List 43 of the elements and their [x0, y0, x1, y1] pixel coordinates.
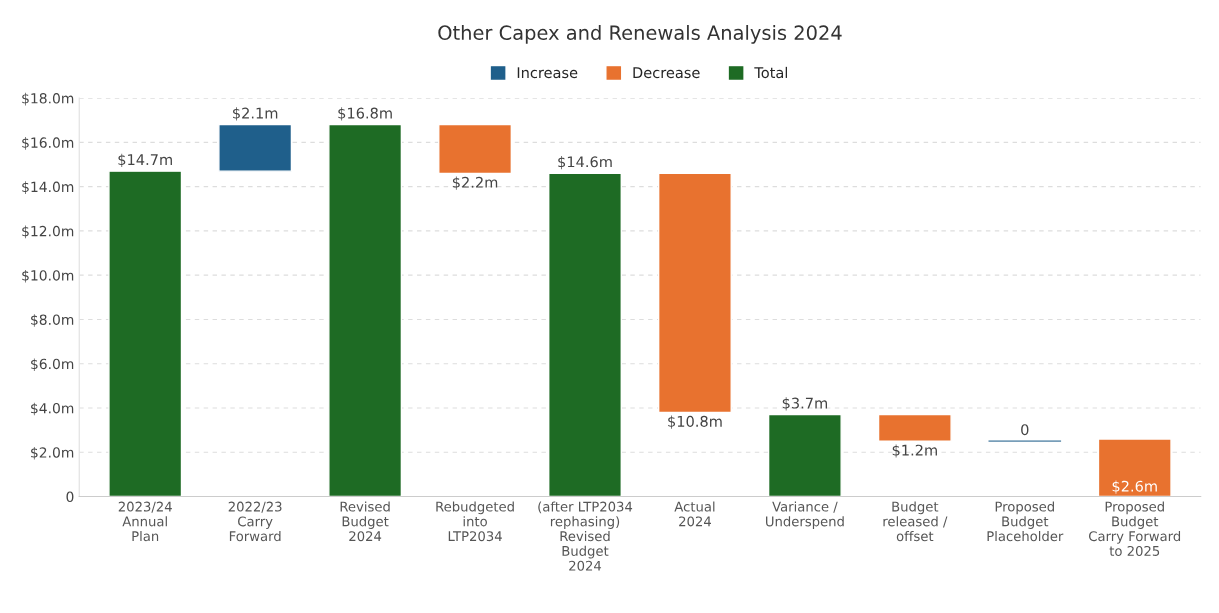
x-tick-label: Proposed Budget Carry Forward to 2025 — [1089, 501, 1181, 556]
bar — [438, 123, 513, 175]
data-label: $14.7m — [118, 153, 172, 168]
x-tick-label: (after LTP2034 rephasing) Revised Budget 2024 — [538, 501, 633, 571]
x-tick-label: 2022/23 Carry Forward — [228, 501, 282, 542]
y-tick-label: $12.0m — [22, 225, 74, 239]
bar — [767, 413, 842, 497]
chart-title: Other Capex and Renewals Analysis 2024 — [438, 24, 842, 44]
y-tick-label: $14.0m — [22, 181, 74, 194]
x-tick-label: 2023/24 Annual Plan — [118, 501, 172, 542]
data-label: $1.2m — [892, 444, 937, 458]
data-label: $2.6m — [1112, 480, 1157, 494]
y-tick-label: $10.0m — [22, 269, 74, 283]
x-tick-label: Variance / Underspend — [766, 501, 844, 529]
legend-label: Total — [754, 66, 788, 79]
data-label: $2.2m — [452, 176, 498, 190]
y-tick-label: $6.0m — [31, 358, 74, 372]
bar — [548, 172, 622, 497]
data-label: 0 — [1021, 424, 1029, 436]
y-tick-label: 0 — [66, 491, 74, 502]
bar — [1097, 438, 1172, 497]
bar — [657, 172, 732, 414]
legend-label: Decrease — [633, 67, 700, 79]
x-tick-label: Revised Budget 2024 — [340, 501, 390, 542]
bar — [877, 413, 952, 442]
x-tick-label: Actual 2024 — [674, 501, 715, 527]
data-label: $16.8m — [338, 107, 392, 121]
y-tick-label: $2.0m — [31, 446, 74, 460]
data-label: $2.1m — [233, 107, 278, 121]
x-tick-label: Budget released / offset — [883, 501, 948, 542]
y-tick-label: $18.0m — [22, 92, 74, 106]
data-label: $3.7m — [782, 397, 827, 411]
data-label: $10.8m — [668, 415, 722, 429]
legend-label: Increase — [517, 67, 578, 79]
data-label: $14.6m — [558, 156, 612, 170]
x-tick-label: Proposed Budget Placeholder — [987, 501, 1064, 542]
y-tick-label: $16.0m — [22, 137, 74, 150]
bar — [328, 123, 403, 497]
x-tick-label: Rebudgeted into LTP2034 — [436, 501, 514, 542]
y-tick-label: $4.0m — [31, 402, 74, 416]
bar — [218, 123, 293, 172]
y-tick-label: $8.0m — [31, 314, 74, 327]
bar — [108, 170, 183, 497]
